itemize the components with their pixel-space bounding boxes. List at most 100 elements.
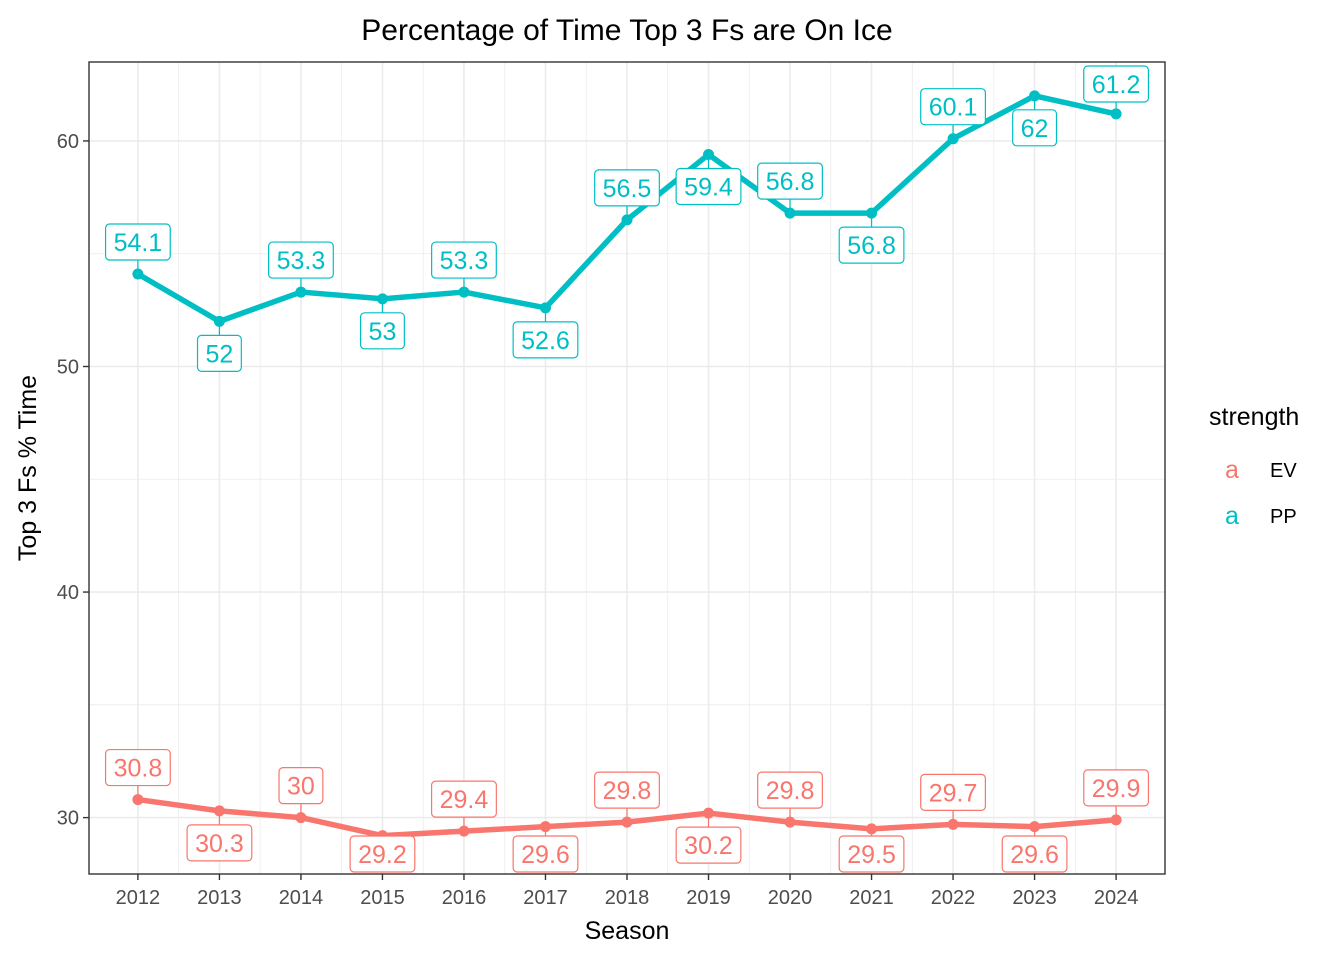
y-tick-label: 60 [57,131,79,153]
x-tick-label: 2016 [442,887,487,909]
data-label-ev: 30.8 [104,748,171,800]
label-box [1083,65,1150,103]
label-box [594,169,660,207]
label-text: 29.6 [521,841,570,869]
data-label-pp: 56.8 [838,213,905,264]
legend-title: strength [1209,403,1299,431]
y-tick-label: 40 [57,582,79,604]
data-label-pp: 56.8 [757,162,823,214]
label-text: 29.2 [358,841,407,869]
data-label-ev: 29.6 [512,826,579,873]
label-box [349,835,416,873]
data-label-pp: 52 [196,321,242,372]
x-tick-label: 2020 [768,887,813,909]
x-tick-label: 2021 [849,887,894,909]
label-text: 54.1 [114,229,163,257]
label-box [278,767,324,805]
data-label-pp: 54.1 [104,223,171,275]
x-tick-label: 2012 [116,887,161,909]
label-text: 30.3 [195,830,244,858]
label-box [1001,835,1068,873]
label-text: 52 [206,340,234,368]
label-text: 61.2 [1092,71,1141,99]
x-tick-label: 2013 [197,887,242,909]
label-box [104,748,171,787]
label-box [1012,109,1058,147]
label-box [757,771,823,809]
label-text: 53.3 [440,247,489,275]
data-label-ev: 29.6 [1001,826,1068,873]
label-text: 56.8 [847,232,896,260]
x-tick-label: 2017 [523,887,568,909]
data-label-ev: 29.5 [838,828,905,873]
label-box [430,780,497,818]
label-text: 53 [369,318,397,346]
label-text: 29.5 [847,841,896,869]
data-label-pp: 60.1 [920,88,986,139]
data-label-pp: 53.3 [431,241,497,293]
x-tick-label: 2015 [360,887,405,909]
x-tick-label: 2019 [686,887,731,909]
data-label-ev: 30 [278,767,324,818]
label-box [431,241,497,279]
label-text: 29.6 [1010,841,1059,869]
data-label-pp: 62 [1012,95,1058,147]
label-box [268,241,334,279]
data-label-pp: 61.2 [1083,65,1150,114]
label-box [594,771,660,809]
label-box [359,312,405,350]
label-box [186,824,253,862]
label-box [757,162,823,200]
label-box [675,826,742,864]
label-text: 30.8 [114,755,163,783]
label-box [1083,769,1150,807]
label-text: 59.4 [684,173,733,201]
y-tick-label: 30 [57,808,79,830]
data-label-ev: 30.3 [186,810,253,862]
y-axis-title: Top 3 Fs % Time [14,375,42,561]
label-box [838,835,905,873]
label-box [104,223,171,261]
x-tick-label: 2023 [1012,887,1057,909]
data-label-pp: 56.5 [594,169,660,220]
label-box [512,835,579,873]
label-text: 53.3 [277,247,326,275]
x-tick-label: 2018 [605,887,650,909]
label-text: 29.8 [766,777,815,805]
chart-title: Percentage of Time Top 3 Fs are On Ice [361,14,892,47]
legend-label-pp: PP [1270,506,1297,528]
axes: 30 40 50 60 2012 2013 2014 2015 2016 2017 2018 2019… [57,131,1139,909]
label-text: 56.5 [603,175,652,203]
legend-key-pp: a [1225,502,1239,530]
grid [89,62,1165,874]
data-label-ev: 30.2 [675,813,742,864]
data-label-pp: 59.4 [675,154,742,206]
label-box [838,226,905,264]
x-tick-label: 2024 [1094,887,1139,909]
data-label-pp: 52.6 [512,307,579,359]
label-text: 52.6 [521,327,570,355]
legend: strength a EV a PP [1209,403,1299,530]
data-label-ev: 29.9 [1083,769,1150,820]
label-text: 62 [1021,115,1049,143]
legend-key-ev: a [1225,456,1239,484]
label-box [512,321,579,359]
data-label-pp: 53 [359,298,405,350]
x-tick-label: 2014 [279,887,324,909]
label-text: 29.8 [603,777,652,805]
label-text: 29.4 [440,786,489,814]
data-label-ev: 29.4 [430,780,497,832]
label-text: 56.8 [766,168,815,196]
label-box [920,88,986,126]
data-label-ev: 29.8 [594,771,660,823]
label-box [920,773,986,811]
data-label-ev: 29.2 [349,835,416,873]
x-axis-title: Season [585,917,670,945]
data-label-pp: 53.3 [268,241,334,293]
y-tick-label: 50 [57,357,79,379]
label-text: 29.9 [1092,775,1141,803]
label-text: 60.1 [929,94,978,122]
legend-label-ev: EV [1270,460,1297,482]
label-text: 30.2 [684,832,733,860]
